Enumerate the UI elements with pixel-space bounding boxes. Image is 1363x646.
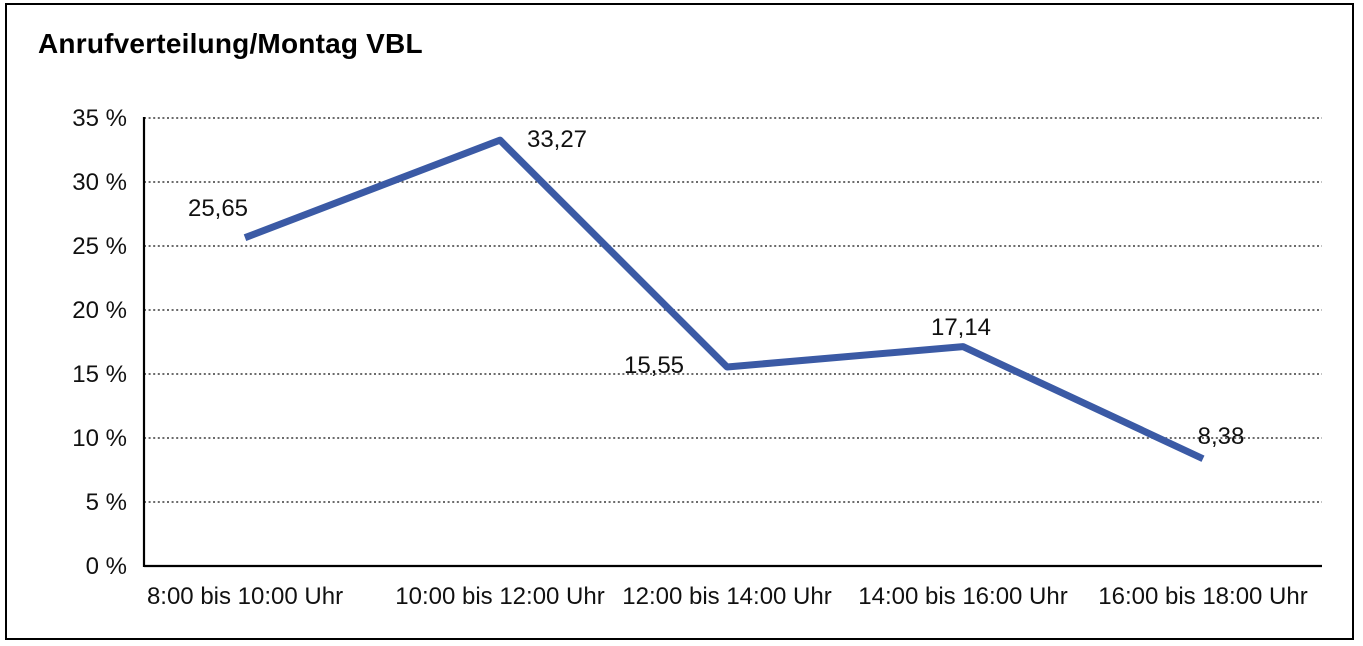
x-category-label: 12:00 bis 14:00 Uhr [622,583,832,610]
y-tick-label: 20 % [72,297,127,324]
x-category-label: 14:00 bis 16:00 Uhr [858,583,1068,610]
x-category-label: 16:00 bis 18:00 Uhr [1098,583,1308,610]
y-tick-label: 0 % [85,553,127,580]
data-point-label: 8,38 [1197,422,1245,450]
x-category-label: 10:00 bis 12:00 Uhr [395,583,605,610]
data-point-label: 17,14 [930,313,992,341]
y-tick-label: 5 % [85,489,127,516]
data-line [243,136,1205,462]
y-tick-label: 35 % [72,105,127,132]
y-tick-label: 25 % [72,233,127,260]
chart-border [5,3,1354,640]
data-point-label: 33,27 [526,126,588,154]
y-tick-label: 15 % [72,361,127,388]
data-point-label: 25,65 [187,194,249,222]
data-point-label: 15,55 [623,351,685,379]
chart-title: Anrufverteilung/Montag VBL [38,28,423,59]
x-category-label: 8:00 bis 10:00 Uhr [146,583,344,610]
y-tick-label: 10 % [72,425,127,452]
y-tick-label: 30 % [72,169,127,196]
